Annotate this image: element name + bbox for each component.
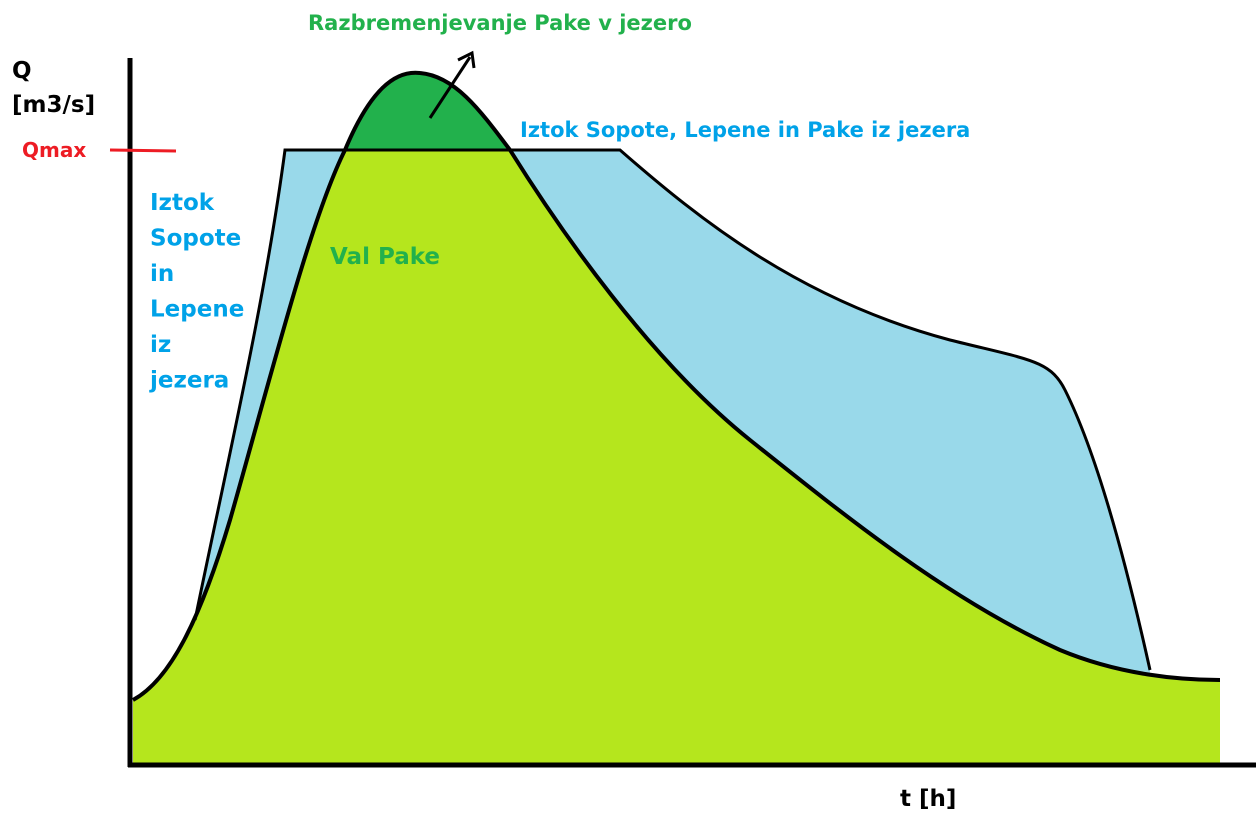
wave-label: Val Pake [330, 244, 440, 270]
outflow-left-line: jezera [149, 368, 229, 394]
qmax-label: Qmax [22, 138, 86, 162]
outflow-label: Iztok Sopote, Lepene in Pake iz jezera [520, 118, 970, 142]
outflow-left-line: Sopote [150, 226, 241, 252]
arrow-head [457, 50, 476, 69]
relief-label: Razbremenjevanje Pake v jezero [308, 11, 692, 35]
outflow-left-line: Iztok [150, 190, 215, 216]
x-label: t [h] [900, 786, 956, 812]
wave-outline [132, 70, 1221, 702]
y-label: Q [12, 58, 32, 84]
outflow-left-line: Lepene [150, 297, 244, 323]
outflow-left-label: Iztok Sopote in Lepene iz jezera [149, 190, 244, 394]
outflow-left-line: iz [150, 332, 171, 358]
y-label: [m3/s] [12, 92, 95, 118]
outflow-outline [193, 148, 1152, 671]
arrow [428, 56, 472, 119]
qmax-marker [109, 148, 177, 153]
relief-area [345, 72, 510, 150]
wave-area [133, 150, 1220, 765]
outflow-left-line: in [150, 261, 174, 287]
